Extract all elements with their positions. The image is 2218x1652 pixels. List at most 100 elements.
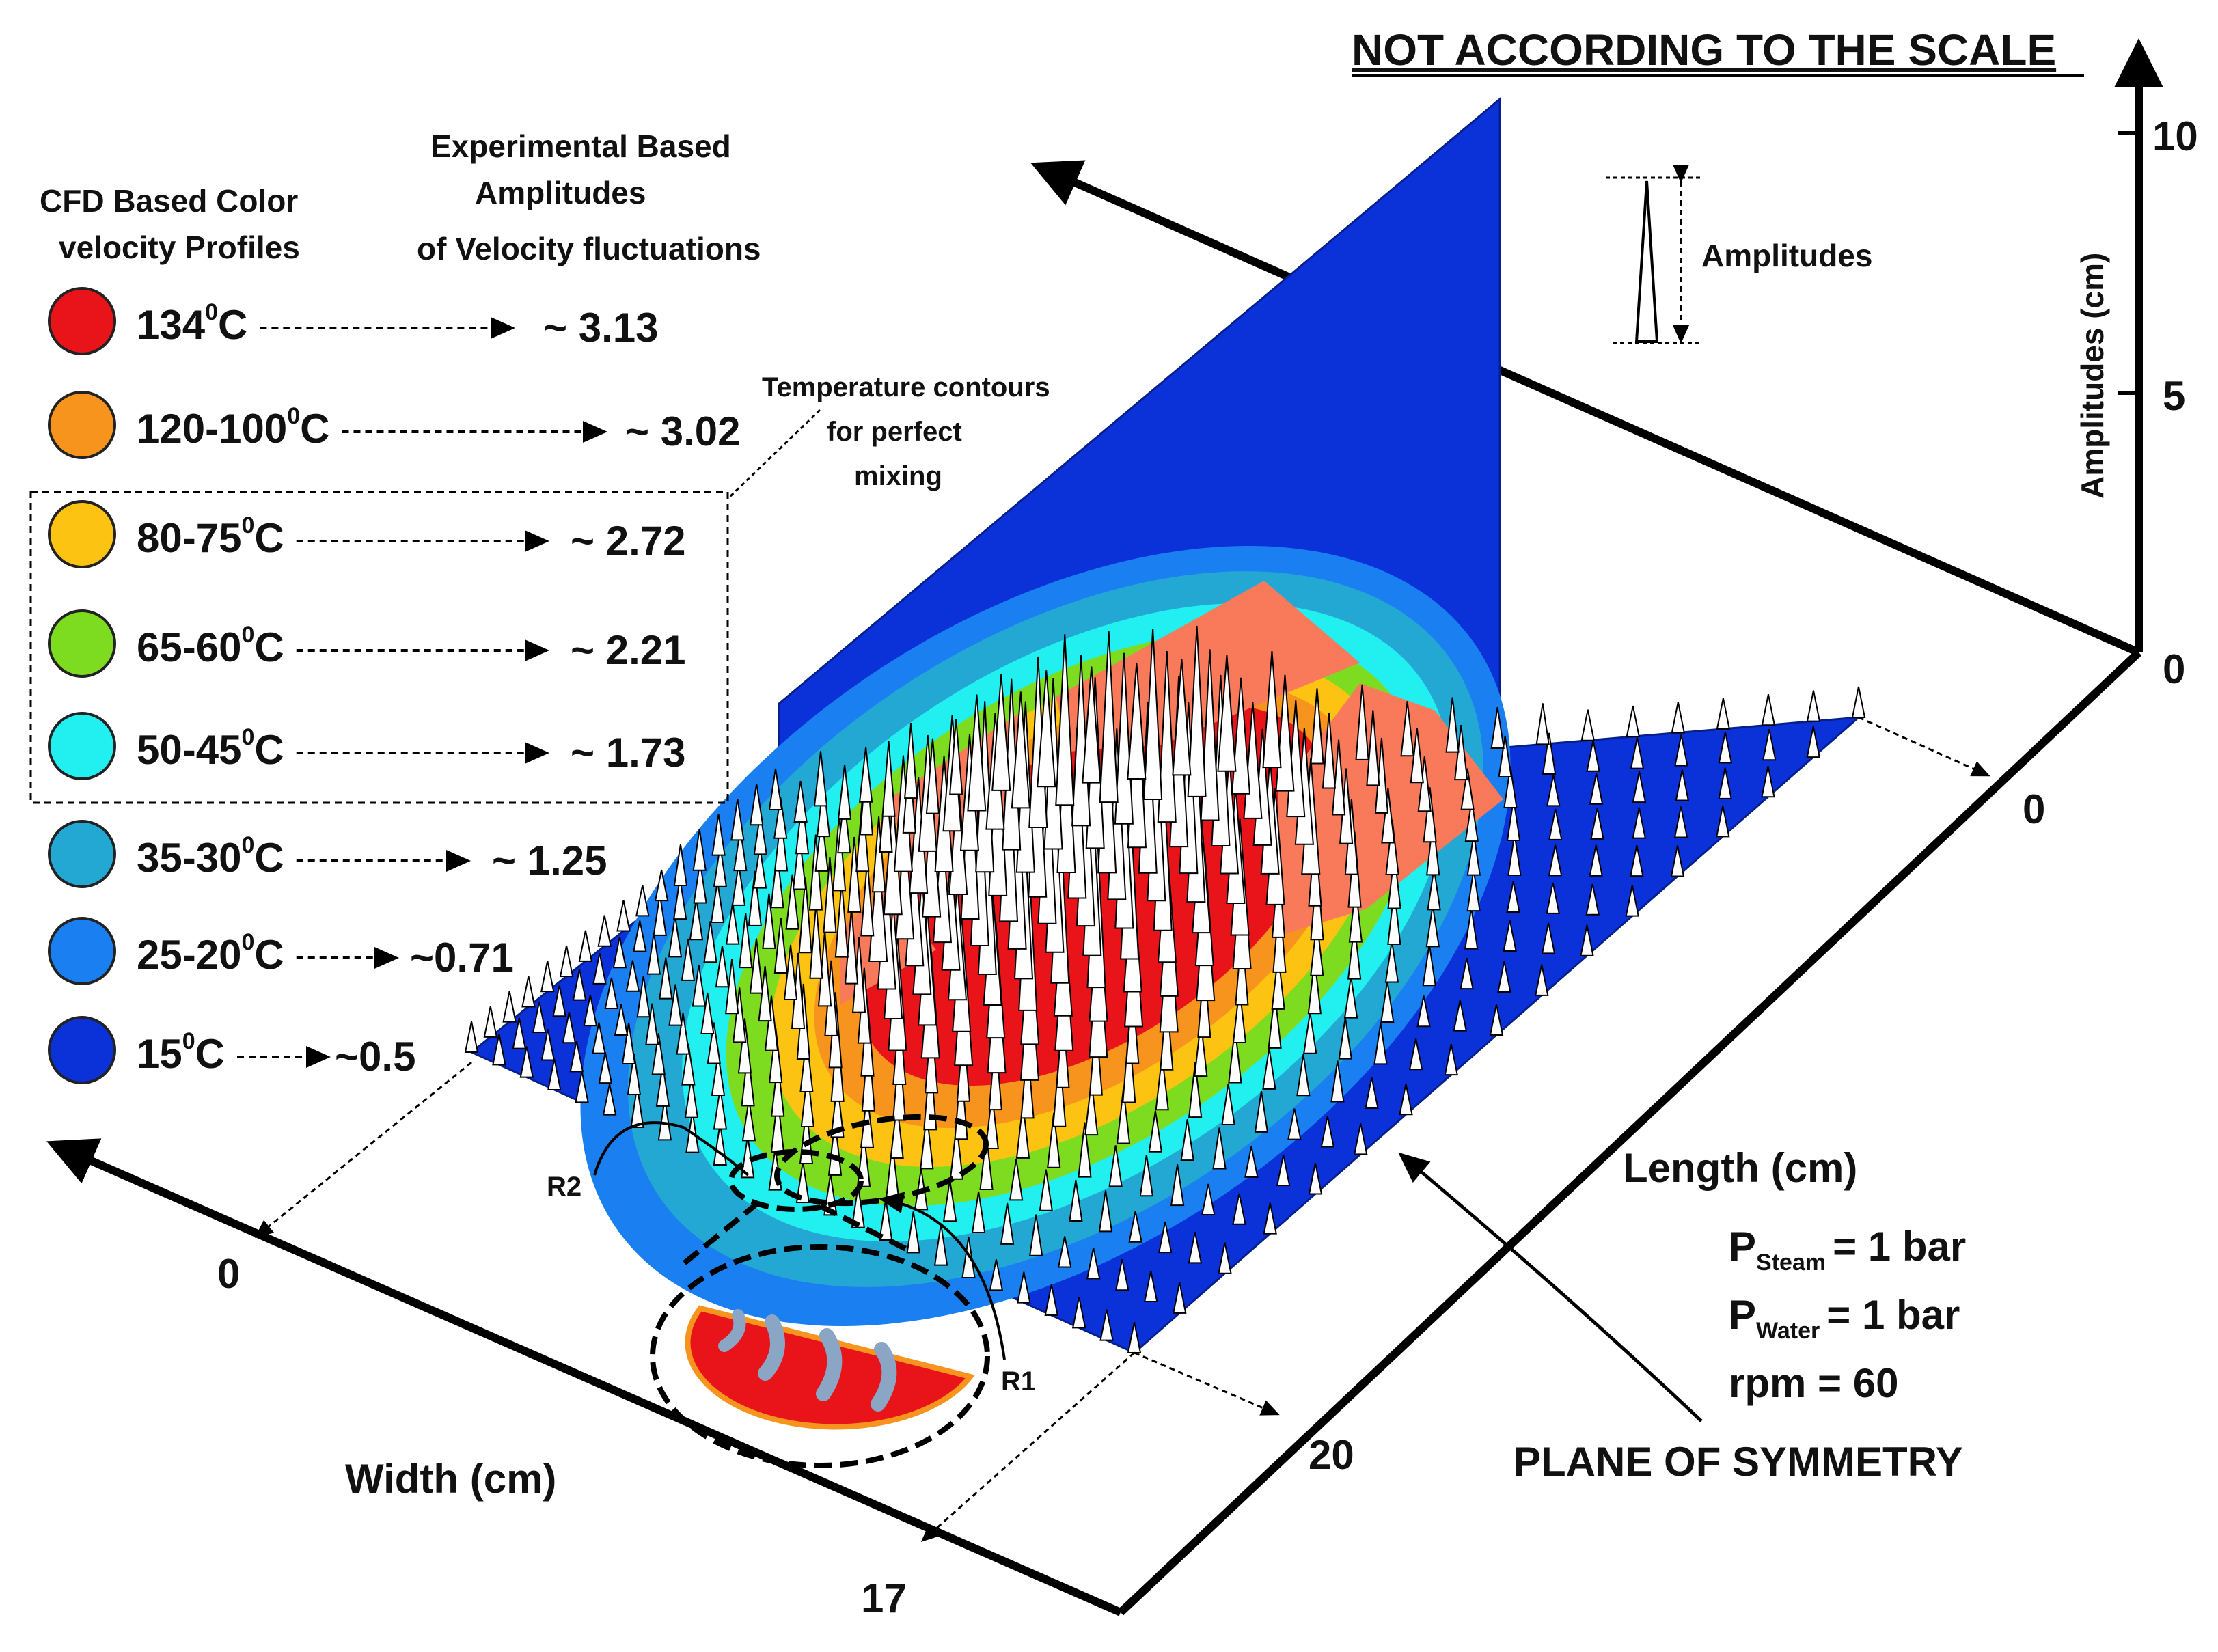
- amplitude-spike: [1044, 1284, 1058, 1316]
- amplitude-spike: [1546, 775, 1561, 807]
- amplitude-spike: [710, 881, 725, 924]
- amplitude-spike: [1506, 799, 1521, 842]
- amplitude-spike: [768, 768, 783, 810]
- amplitude-spike: [942, 1180, 957, 1222]
- amplitude-spike: [1037, 670, 1056, 788]
- amplitude-spike: [1630, 737, 1645, 769]
- amplitude-spike: [602, 1084, 617, 1116]
- amplitude-spike: [713, 845, 728, 887]
- amplitude-spike: [830, 1082, 845, 1138]
- rpm: rpm = 60: [1729, 1360, 1898, 1406]
- amplitude-spike: [1039, 1169, 1053, 1211]
- amplitude-spike: [604, 977, 619, 1009]
- amplitude-spike: [989, 1259, 1004, 1291]
- amplitude-spike: [1218, 1242, 1232, 1274]
- length-axis-front: [1117, 649, 2142, 1616]
- legend-header-exp-1: Experimental Based: [430, 128, 731, 164]
- amplitude-spike: [693, 862, 707, 904]
- width-tick-0: 0: [217, 1251, 240, 1297]
- amplitude-spike: [1173, 1282, 1187, 1314]
- amplitude-spike: [793, 780, 808, 823]
- amplitude-spike: [1673, 806, 1688, 838]
- amplitude-spike: [1542, 732, 1557, 775]
- amplitude-spike: [1098, 1190, 1113, 1233]
- amplitude-spike: [692, 829, 707, 871]
- amplitude-spike: [1201, 1183, 1216, 1215]
- amplitude-spike: [1670, 845, 1685, 877]
- amplitude-spike: [809, 903, 823, 979]
- amplitude-spike: [879, 1198, 893, 1241]
- amplitude-spike: [985, 1093, 999, 1150]
- p-steam: PSteam = 1 bar: [1729, 1224, 1966, 1276]
- amplitude-spike: [1580, 709, 1595, 741]
- amplitude-spike: [773, 918, 788, 974]
- amplitude-spike: [1348, 887, 1363, 943]
- amplitude-spike: [1307, 959, 1322, 1015]
- amplitude-spike: [1148, 1110, 1163, 1153]
- contours-callout-2: for perfect: [827, 417, 962, 447]
- amplitude-spike: [1322, 713, 1336, 789]
- amplitude-spike: [814, 816, 829, 872]
- amplitude-spike: [1144, 1270, 1158, 1303]
- amplitude-spike: [1489, 1004, 1504, 1036]
- amplitude-spike: [1308, 1163, 1323, 1195]
- amplitude-spike: [1354, 1123, 1368, 1155]
- amplitude-spike: [689, 898, 704, 941]
- amplitude-spike: [1287, 1108, 1302, 1140]
- amplitude-spike: [1099, 631, 1119, 803]
- legend-value-0: ~ 3.13: [543, 305, 659, 350]
- amplitude-spike: [837, 798, 851, 854]
- amplitude-spike: [1122, 1027, 1136, 1103]
- amplitude-spike: [837, 764, 852, 820]
- legend-header-cfd-1: CFD Based Color: [40, 183, 298, 219]
- amplitude-spike: [1408, 1038, 1423, 1071]
- amplitude-spike: [612, 937, 627, 969]
- amplitude-spike: [771, 1061, 785, 1117]
- amplitude-spike: [799, 1036, 814, 1093]
- contours-callout-1: Temperature contours: [762, 372, 1050, 402]
- amplitude-spike: [823, 857, 837, 933]
- amplitude-spike: [519, 1046, 534, 1078]
- amplitude-spike: [1385, 819, 1399, 875]
- amplitude-spike: [681, 939, 696, 981]
- amplitude-spike: [1762, 729, 1777, 761]
- amplitude-spike: [635, 885, 650, 917]
- amplitude-spike: [1422, 944, 1436, 987]
- amplitude-spike: [1343, 976, 1358, 1019]
- amplitude-spike: [1188, 1062, 1203, 1118]
- amplitude-spike: [592, 1022, 606, 1054]
- amplitude-spike: [860, 860, 875, 937]
- amplitude-spike: [1535, 703, 1550, 745]
- amplitude-spike: [792, 834, 807, 890]
- contours-callout-3: mixing: [854, 461, 942, 491]
- amplitude-spike: [1310, 688, 1324, 765]
- legend-swatch-1: [48, 391, 116, 459]
- amplitude-spike: [592, 952, 607, 985]
- amplitude-spike: [1426, 820, 1440, 876]
- amplitude-spike: [583, 994, 598, 1027]
- legend-swatch-4: [48, 712, 116, 780]
- amplitude-spike: [532, 1001, 547, 1033]
- amplitude-spike: [773, 816, 789, 872]
- amplitude-spike: [1303, 1012, 1317, 1054]
- amplitude-spike: [684, 1076, 699, 1118]
- legend-value-2: ~ 2.72: [571, 518, 686, 564]
- amplitude-spike: [1464, 907, 1479, 950]
- amplitude-spike: [741, 1099, 756, 1142]
- amplitude-spike: [1155, 1055, 1169, 1111]
- amplitude-spike: [1114, 1259, 1129, 1291]
- amplitude-spike: [1589, 773, 1604, 805]
- amplitude-spike: [1254, 1090, 1269, 1133]
- amplitude-spike: [1453, 1000, 1467, 1032]
- amplitude-spike: [1425, 905, 1440, 948]
- amplitude-spike: [925, 738, 940, 814]
- amplitude-spike: [1400, 701, 1414, 757]
- amplitude-spike: [1296, 1054, 1311, 1097]
- amplitude-spike: [1158, 1221, 1173, 1254]
- amplitude-spike: [1268, 993, 1282, 1049]
- amplitude-spike: [991, 674, 1011, 791]
- amplitude-spike: [1590, 808, 1604, 840]
- legend-value-1: ~ 3.02: [625, 409, 741, 454]
- amplitude-spike: [834, 881, 849, 958]
- amplitude-spike: [971, 1191, 986, 1234]
